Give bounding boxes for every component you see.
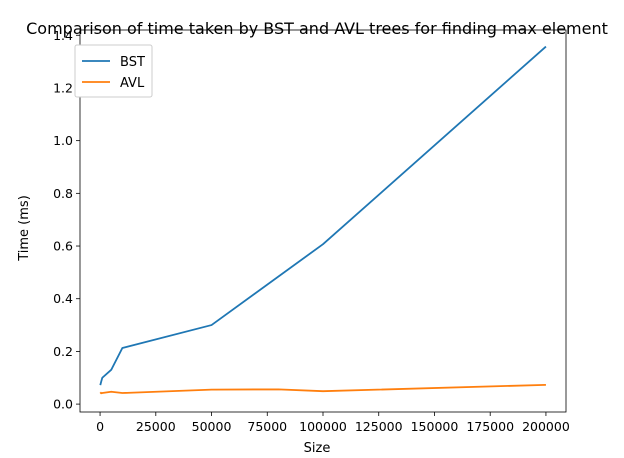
x-tick-label: 175000 — [466, 419, 514, 434]
y-tick-label: 0.4 — [53, 291, 73, 306]
x-tick-label: 150000 — [411, 419, 459, 434]
legend: BST AVL — [74, 44, 153, 98]
x-tick-label: 50000 — [192, 419, 232, 434]
x-tick-label: 0 — [96, 419, 104, 434]
x-tick-label: 200000 — [522, 419, 570, 434]
legend-label-bst: BST — [120, 55, 145, 70]
y-axis-label: Time (ms) — [17, 195, 32, 262]
y-tick-label: 1.2 — [53, 80, 73, 95]
y-tick-label: 0.2 — [53, 344, 73, 359]
plot-area-frame — [79, 29, 567, 413]
x-tick-label: 125000 — [355, 419, 403, 434]
y-axis: 0.0 0.2 0.4 0.6 0.8 1.0 1.2 1.4 — [53, 28, 80, 412]
y-tick-label: 1.0 — [53, 133, 73, 148]
x-axis-label: Size — [304, 441, 331, 456]
y-tick-label: 0.6 — [53, 239, 73, 254]
y-tick-label: 0.8 — [53, 186, 73, 201]
series-line-avl — [99, 383, 546, 395]
x-tick-label: 25000 — [136, 419, 176, 434]
y-tick-label: 0.0 — [53, 397, 73, 412]
series-layer — [99, 45, 547, 395]
chart-title: Comparison of time taken by BST and AVL … — [26, 19, 608, 38]
x-tick-label: 100000 — [299, 419, 347, 434]
x-axis: 0 25000 50000 75000 100000 125000 150000 175000… — [96, 412, 570, 434]
x-tick-label: 75000 — [247, 419, 287, 434]
series-line-bst — [99, 45, 547, 386]
y-tick-label: 1.4 — [53, 28, 73, 43]
legend-box — [74, 44, 153, 98]
legend-label-avl: AVL — [120, 76, 145, 91]
